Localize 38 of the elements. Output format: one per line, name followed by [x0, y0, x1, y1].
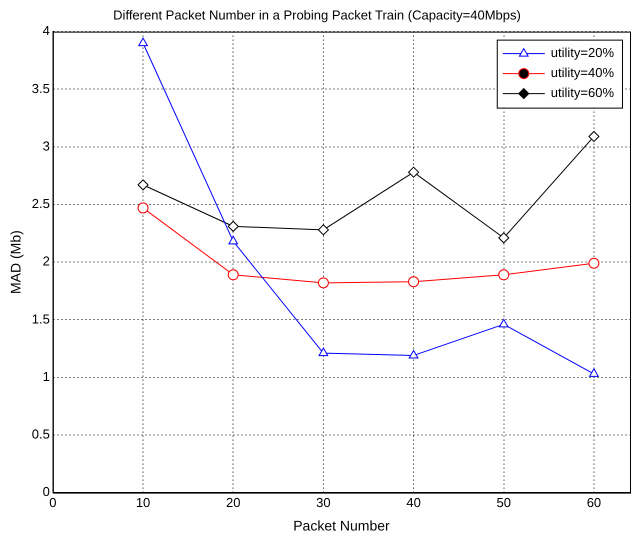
y-tick-label: 3.5: [32, 80, 50, 96]
y-tick-label: 2.5: [32, 196, 50, 212]
y-tick-label: 2: [42, 254, 50, 269]
legend-label: utility=20%: [550, 45, 614, 60]
point: [228, 220, 239, 232]
x-tick-label: 10: [136, 494, 150, 510]
y-tick-label: 3: [42, 138, 50, 154]
point: [498, 269, 510, 280]
x-tick-label: 30: [316, 494, 331, 510]
point: [138, 202, 149, 214]
x-tick-label: 40: [406, 494, 421, 510]
point: [408, 166, 420, 178]
y-tick-label: 1: [42, 368, 50, 384]
point: [318, 224, 329, 236]
y-tick-label: 0: [42, 484, 50, 500]
point: [228, 269, 239, 280]
point: [408, 276, 420, 288]
point: [588, 130, 600, 142]
point: [498, 318, 509, 328]
y-tick-label: 1.5: [32, 311, 50, 326]
x-tick-label: 60: [586, 494, 602, 510]
y-tick-label: 4: [42, 23, 50, 38]
point: [318, 348, 328, 356]
x-tick-label: 20: [226, 494, 240, 510]
legend-label: utility=40%: [550, 65, 614, 80]
point: [318, 277, 329, 288]
y-axis-title: MAD (Mb): [7, 230, 24, 294]
point: [589, 368, 599, 377]
point: [138, 179, 149, 190]
point: [228, 236, 238, 244]
point: [408, 350, 418, 358]
point: [588, 258, 600, 269]
chart-title: Different Packet Number in a Probing Packet Train (Capacity=40Mbps): [113, 7, 521, 22]
point: [498, 232, 510, 244]
legend-label: utility=60%: [550, 85, 614, 100]
x-tick-label: 50: [496, 494, 511, 510]
y-tick-label: 0.5: [32, 426, 50, 442]
x-axis-title: Packet Number: [293, 517, 390, 534]
